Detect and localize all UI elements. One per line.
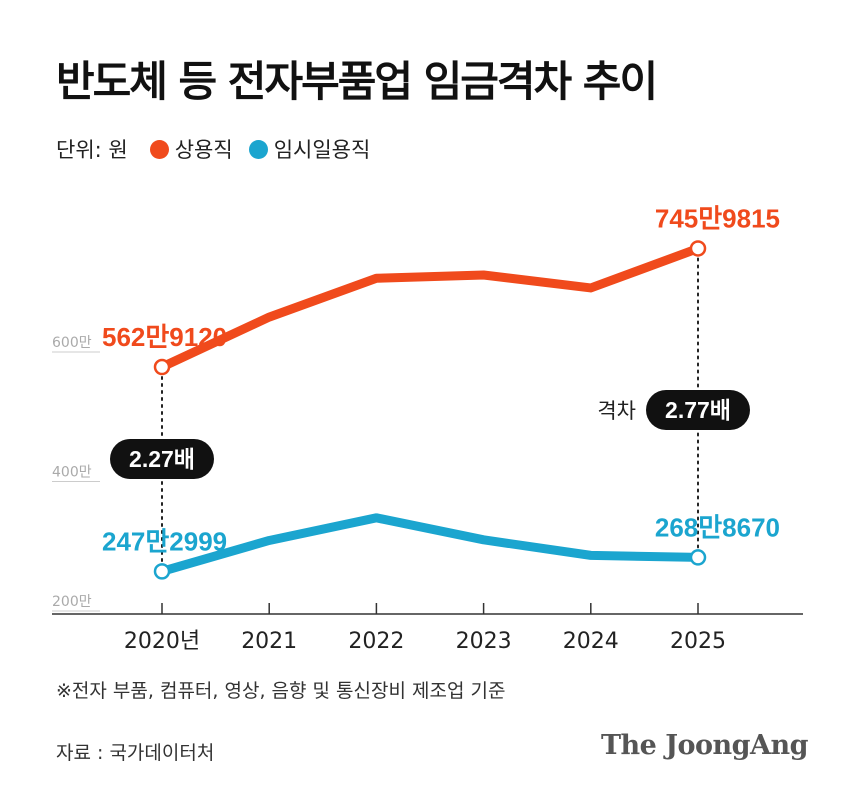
point-marker-0-5 xyxy=(689,240,707,257)
x-tick-label-4: 2024 xyxy=(563,629,619,654)
series-line-1 xyxy=(157,513,703,576)
x-tick-label-2: 2022 xyxy=(348,629,404,654)
legend-item-regular: 상용직 xyxy=(149,134,233,164)
source: 자료 : 국가데이터처 xyxy=(56,742,215,764)
gap-badge-label-1: 2.77배 xyxy=(665,397,731,423)
x-tick-label-5: 2025 xyxy=(670,629,726,654)
footnote: ※전자 부품, 컴퓨터, 영상, 음향 및 통신장비 제조업 기준 xyxy=(56,680,506,702)
x-tick-label-1: 2021 xyxy=(241,629,297,654)
legend-item-temporary: 임시일용직 xyxy=(248,134,371,164)
point-label-0: 562만9120 xyxy=(102,322,227,352)
point-label-2: 247만2999 xyxy=(102,526,227,556)
point-marker-0-0 xyxy=(153,358,171,376)
y-tick-label-1: 400만 xyxy=(52,465,92,481)
point-marker-1-5 xyxy=(689,549,707,566)
unit-label: 단위: 원 xyxy=(56,138,128,162)
gap-badge-0 xyxy=(110,439,214,479)
legend-label-temporary: 임시일용직 xyxy=(273,138,371,162)
point-marker-1-0 xyxy=(153,563,171,580)
gap-badge-label-0: 2.27배 xyxy=(129,446,195,472)
legend-swatch-regular xyxy=(149,139,169,159)
point-label-3: 268만8670 xyxy=(655,512,780,542)
brand-logo: The JoongAng xyxy=(600,730,809,761)
x-tick-label-3: 2023 xyxy=(456,629,512,654)
x-tick-label-0: 2020년 xyxy=(124,629,200,654)
legend-label-regular: 상용직 xyxy=(174,138,233,162)
chart-title: 반도체 등 전자부품업 임금격차 추이 xyxy=(56,57,658,106)
series-line-0 xyxy=(157,243,703,372)
gap-prefix-label-1: 격차 xyxy=(597,399,636,423)
legend-swatch-temporary xyxy=(248,139,268,159)
point-label-1: 745만9815 xyxy=(655,203,780,233)
legend: 단위: 원 상용직 임시일용직 xyxy=(56,134,386,164)
y-tick-label-2: 600만 xyxy=(52,335,92,351)
gap-badge-1 xyxy=(646,390,750,430)
y-tick-label-0: 200만 xyxy=(52,594,92,610)
